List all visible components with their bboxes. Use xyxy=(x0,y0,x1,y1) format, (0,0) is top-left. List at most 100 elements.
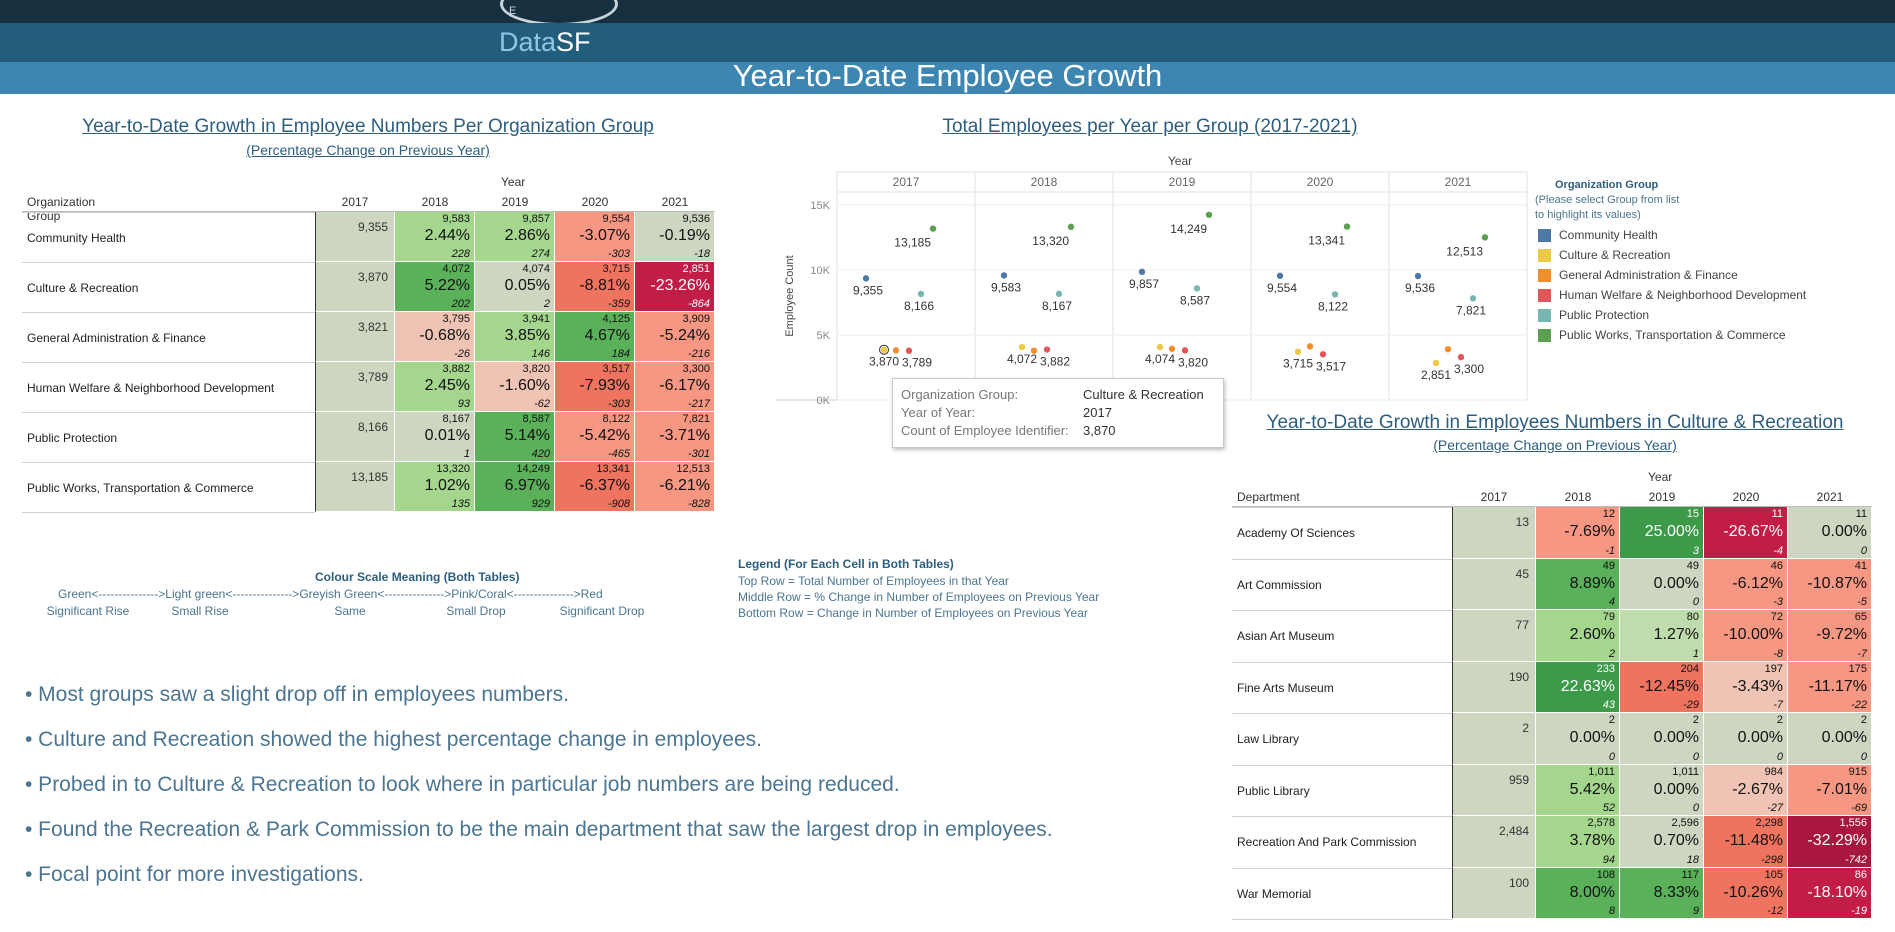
dept-cell-base: 190 xyxy=(1452,661,1536,713)
org-cell-total: 8,167 xyxy=(442,413,470,425)
dept-cell: 2 0.00% 0 xyxy=(1536,713,1620,765)
dept-cell: 1,011 5.42% 52 xyxy=(1536,764,1620,816)
dept-cell: 72 -10.00% -8 xyxy=(1704,610,1788,662)
tooltip-value-year: 2017 xyxy=(1083,405,1112,420)
data-point[interactable] xyxy=(1181,347,1189,354)
data-point[interactable] xyxy=(1469,295,1477,302)
dept-year-header: Year xyxy=(1648,470,1673,484)
data-point[interactable] xyxy=(1276,272,1284,279)
data-point[interactable] xyxy=(1043,346,1051,353)
data-label: 9,857 xyxy=(1129,277,1159,291)
data-point[interactable] xyxy=(1306,343,1314,350)
org-cell-pct: 2.45% xyxy=(424,377,470,394)
y-tick-label: 0K xyxy=(817,395,831,407)
org-row-label: Public Protection xyxy=(22,412,315,462)
data-point[interactable] xyxy=(1018,343,1026,351)
data-point[interactable] xyxy=(1156,343,1164,351)
dept-cell-total: 1,556 xyxy=(1839,817,1867,829)
dept-cell-pct: 8.89% xyxy=(1569,574,1615,592)
org-cell-change: 228 xyxy=(451,248,470,260)
data-point[interactable] xyxy=(1030,347,1038,354)
dept-cell-change: 0 xyxy=(1692,596,1699,608)
dept-cell-base: 2,484 xyxy=(1452,816,1536,868)
dept-cell-total: 915 xyxy=(1848,765,1867,778)
data-point[interactable] xyxy=(1000,272,1008,279)
org-col-2021: 2021 xyxy=(661,195,689,209)
dept-cell-total: 80 xyxy=(1686,611,1699,623)
data-point[interactable] xyxy=(880,346,888,353)
dept-cell-pct: 25.00% xyxy=(1644,523,1699,540)
org-cell-total: 3,517 xyxy=(602,363,630,375)
data-point[interactable] xyxy=(892,347,900,354)
y-tick-label: 15K xyxy=(810,200,830,212)
data-point[interactable] xyxy=(917,290,925,298)
facet-label-2018: 2018 xyxy=(1031,175,1058,189)
facet-label-2021: 2021 xyxy=(1445,175,1472,189)
colour-scale-title: Colour Scale Meaning (Both Tables) xyxy=(315,570,520,584)
org-cell-base: 8,166 xyxy=(315,412,395,462)
dept-cell-pct: -7.69% xyxy=(1564,523,1615,540)
data-point[interactable] xyxy=(1168,345,1176,352)
dept-cell-pct: -12.45% xyxy=(1639,677,1699,695)
dept-cell-total: 12 xyxy=(1602,508,1615,520)
dept-cell-pct: -2.67% xyxy=(1732,780,1783,798)
legend-label: Public Protection xyxy=(1559,308,1650,322)
data-label: 8,122 xyxy=(1318,299,1348,313)
dept-cell-pct: -10.87% xyxy=(1807,574,1867,592)
org-cell-pct: 2.44% xyxy=(424,227,470,244)
dept-row-label: Public Library xyxy=(1232,764,1452,817)
data-point[interactable] xyxy=(1457,353,1465,361)
dept-row-label: Recreation And Park Commission xyxy=(1232,816,1452,868)
data-point[interactable] xyxy=(905,347,913,354)
data-point[interactable] xyxy=(862,275,870,282)
data-label: 3,820 xyxy=(1178,355,1208,369)
org-cell: 4,074 0.05% 2 xyxy=(475,262,555,312)
org-cell: 9,554 -3.07% -303 xyxy=(555,212,635,262)
org-cell-total: 13,320 xyxy=(436,463,470,475)
dept-cell-total: 105 xyxy=(1764,868,1783,881)
dept-cell: 204 -12.45% -29 xyxy=(1620,661,1704,713)
dept-cell-change: -1 xyxy=(1605,544,1615,557)
data-point[interactable] xyxy=(1067,223,1075,231)
data-point[interactable] xyxy=(1319,351,1327,358)
org-cell-total: 14,249 xyxy=(516,463,550,475)
data-point[interactable] xyxy=(929,225,937,232)
org-cell-pct: -7.93% xyxy=(579,377,630,394)
org-cell-pct: 0.01% xyxy=(424,427,470,444)
dept-header-rule xyxy=(1232,506,1872,507)
tooltip-key-group: Organization Group: xyxy=(901,387,1019,402)
y-axis-label: Employee Count xyxy=(784,255,796,336)
data-point[interactable] xyxy=(1331,291,1339,298)
data-point[interactable] xyxy=(1193,285,1201,292)
data-point[interactable] xyxy=(1055,290,1063,298)
legend-swatch xyxy=(1538,269,1551,282)
data-point[interactable] xyxy=(1444,345,1452,353)
dept-table-subtitle: (Percentage Change on Previous Year) xyxy=(1433,437,1677,453)
dept-cell-change: 0 xyxy=(1776,750,1783,763)
datasf-logo[interactable]: DataSF xyxy=(499,27,591,58)
dept-cell-change: -4 xyxy=(1773,544,1783,557)
data-point[interactable] xyxy=(1343,223,1351,230)
org-cell-total: 9,583 xyxy=(442,213,470,225)
legend-label: Culture & Recreation xyxy=(1559,248,1671,262)
org-cell-total: 13,341 xyxy=(596,463,630,475)
dept-cell-total: 2,298 xyxy=(1755,817,1783,829)
data-point[interactable] xyxy=(1414,272,1422,280)
dept-cell: 65 -9.72% -7 xyxy=(1788,610,1872,662)
dept-cell-pct: 0.00% xyxy=(1737,729,1783,746)
tooltip-value-group: Culture & Recreation xyxy=(1083,387,1204,402)
data-point[interactable] xyxy=(1294,348,1302,355)
org-cell-change: -908 xyxy=(607,498,630,510)
data-point[interactable] xyxy=(1138,268,1146,276)
data-point[interactable] xyxy=(1432,359,1440,367)
data-point[interactable] xyxy=(1205,211,1213,218)
dept-cell-base-total: 2 xyxy=(1522,721,1529,735)
dept-cell: 915 -7.01% -69 xyxy=(1788,764,1872,816)
employee-scatter-chart[interactable]: Year 2017 2018 2019 2020 2021 0K 5K 10K 15K Employ… xyxy=(775,148,1535,408)
selected-point-ring[interactable] xyxy=(879,344,889,355)
org-cell-change: 420 xyxy=(531,448,550,460)
data-label: 7,821 xyxy=(1456,303,1486,317)
data-point[interactable] xyxy=(1481,234,1489,241)
org-cell-change: 1 xyxy=(463,448,470,460)
page-title: Year-to-Date Employee Growth xyxy=(732,58,1163,93)
